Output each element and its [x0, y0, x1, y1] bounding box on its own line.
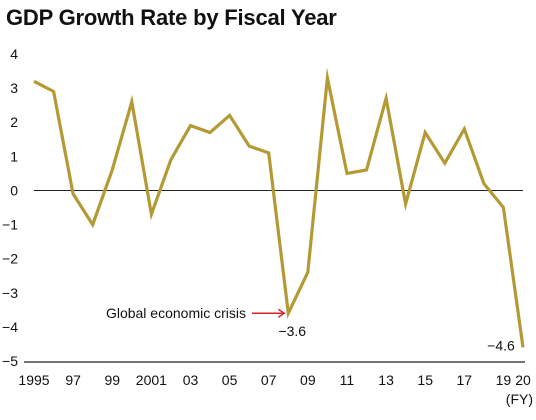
data-point [130, 100, 133, 103]
y-tick-label: −5 [2, 353, 18, 369]
data-point [248, 145, 251, 148]
x-tick-label: 97 [65, 372, 81, 388]
y-tick-label: −1 [2, 217, 18, 233]
data-point [33, 80, 36, 83]
y-tick-label: 2 [10, 114, 18, 130]
data-point [502, 206, 505, 209]
x-tick-label: 19 [496, 372, 512, 388]
y-tick-label: 3 [10, 80, 18, 96]
y-tick-label: −4 [2, 319, 18, 335]
data-point [209, 131, 212, 134]
data-point [189, 124, 192, 127]
x-tick-label: 11 [340, 372, 355, 388]
data-point [111, 168, 114, 171]
data-point [91, 223, 94, 226]
data-point [345, 172, 348, 175]
data-point [169, 158, 172, 161]
gdp-growth-line [33, 67, 525, 348]
data-point [443, 162, 446, 165]
chart-title: GDP Growth Rate by Fiscal Year [6, 5, 337, 30]
data-point [365, 168, 368, 171]
y-tick-label: −3 [2, 285, 18, 301]
x-tick-label: 05 [222, 372, 238, 388]
x-tick-label: 20 [515, 372, 531, 388]
data-point [228, 114, 231, 117]
x-tick-label: 07 [261, 372, 277, 388]
data-label: −4.6 [487, 337, 515, 353]
x-tick-label: 13 [378, 372, 394, 388]
annotation-arrow-head [277, 308, 286, 318]
data-point [52, 90, 55, 93]
annotation-label: Global economic crisis [106, 305, 246, 321]
x-axis-ticks: 1995 97 99 2001 03 05 07 09 11 13 15 17 19 20 [18, 372, 531, 388]
x-tick-label: 99 [104, 372, 120, 388]
data-point [404, 203, 407, 206]
data-point [72, 192, 75, 195]
y-axis-ticks: 4 3 2 1 0 −1 −2 −3 −4 −5 [2, 46, 18, 369]
x-tick-label: 2001 [136, 372, 167, 388]
x-tick-label: 17 [457, 372, 473, 388]
data-label: −3.6 [278, 323, 306, 339]
data-point [463, 128, 466, 131]
data-point [306, 271, 309, 274]
x-axis-unit-label: (FY) [506, 391, 533, 407]
data-point [482, 182, 485, 185]
y-tick-label: 1 [10, 148, 18, 164]
y-tick-label: 0 [10, 182, 18, 198]
data-point [267, 151, 270, 154]
data-point [522, 346, 525, 349]
y-tick-label: 4 [10, 46, 18, 62]
x-tick-label: 09 [300, 372, 316, 388]
y-tick-label: −2 [2, 251, 18, 267]
data-point [424, 131, 427, 134]
data-point [287, 312, 290, 315]
data-point [150, 213, 153, 216]
data-point [385, 97, 388, 100]
x-tick-label: 15 [417, 372, 433, 388]
chart-annotations: Global economic crisis −3.6 −4.6 [106, 305, 515, 353]
data-point [326, 76, 329, 79]
x-tick-label: 1995 [18, 372, 49, 388]
x-tick-label: 03 [183, 372, 199, 388]
